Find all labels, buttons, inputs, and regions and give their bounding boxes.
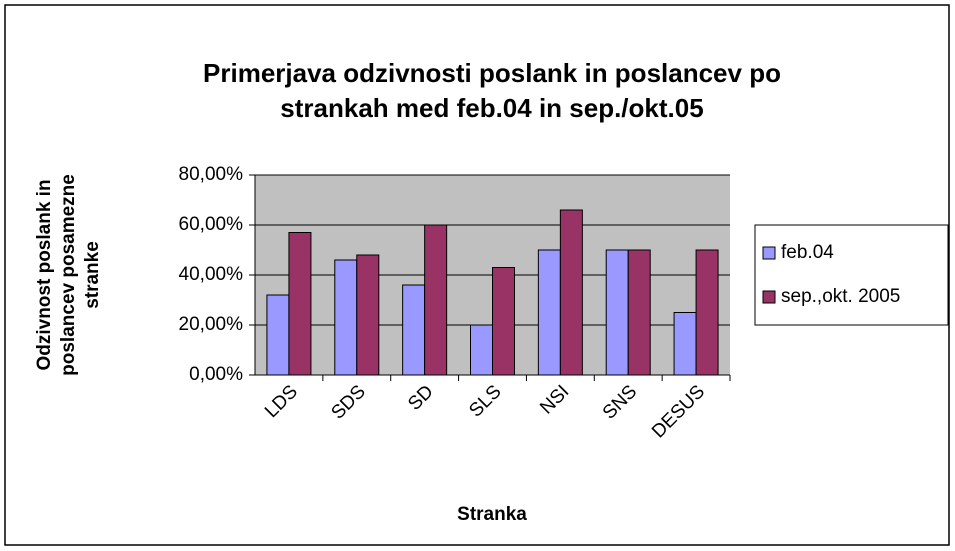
chart-title: strankah med feb.04 in sep./okt.05 — [280, 93, 703, 123]
legend-swatch — [762, 290, 776, 304]
bar — [334, 259, 358, 376]
legend-box — [754, 224, 949, 326]
legend-label: feb.04 — [781, 242, 834, 263]
y-axis-label-line: stranke — [82, 241, 103, 309]
y-tick-label: 60,00% — [179, 214, 244, 235]
bar — [356, 254, 380, 376]
bar — [559, 209, 583, 376]
bar — [288, 232, 312, 376]
y-tick-label: 80,00% — [179, 164, 244, 185]
bar — [627, 249, 651, 376]
legend-swatch — [762, 246, 776, 260]
legend-label: sep.,okt. 2005 — [781, 286, 900, 307]
chart-title: Primerjava odzivnosti poslank in poslanc… — [203, 58, 781, 88]
y-axis-label-line: poslancev posamezne — [58, 174, 79, 376]
bar — [673, 312, 697, 376]
bar — [537, 249, 561, 376]
bar — [424, 224, 448, 376]
bar — [402, 284, 426, 376]
bar — [266, 294, 290, 376]
y-axis-label-line: Odzivnost poslank in — [34, 179, 55, 370]
bar — [695, 249, 719, 376]
y-tick-label: 40,00% — [179, 264, 244, 285]
bar — [605, 249, 629, 376]
y-tick-label: 0,00% — [189, 364, 243, 385]
bar — [492, 267, 515, 376]
y-tick-label: 20,00% — [179, 314, 244, 335]
x-axis-label: Stranka — [457, 504, 527, 525]
bar — [470, 324, 493, 376]
y-axis-label: Odzivnost poslank in poslancev posamezne… — [34, 174, 103, 376]
